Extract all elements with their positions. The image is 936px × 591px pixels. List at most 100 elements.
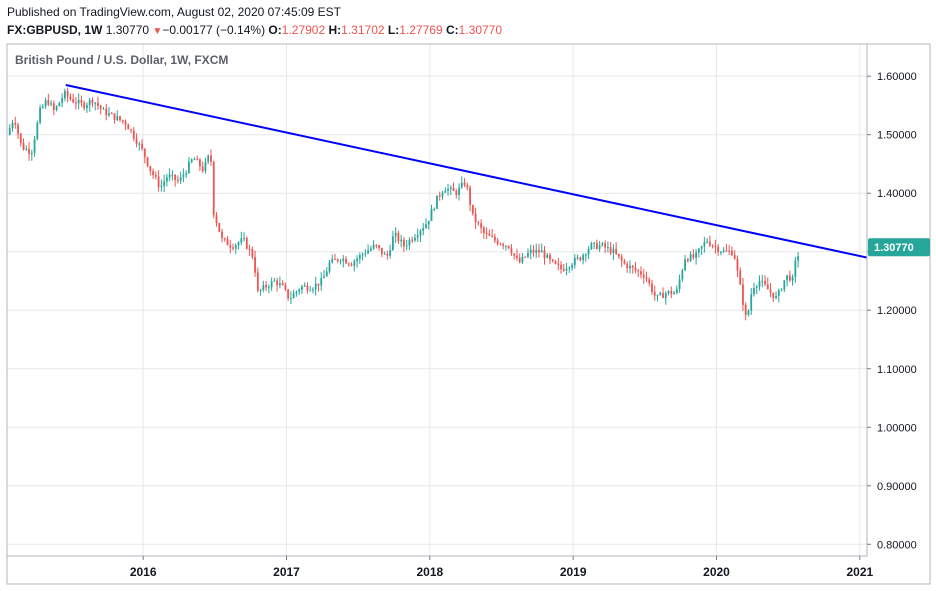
candle-body [270,281,273,288]
candle-body [708,241,711,246]
candle-body [372,244,375,249]
candle-body [243,237,245,239]
candle-body [595,242,598,249]
candle-body [697,248,700,253]
candle-body [199,159,201,167]
candle-body [86,105,88,109]
candle-body [689,254,692,261]
candle-body [248,248,251,250]
candle-body [367,250,369,254]
candle-body [232,247,234,249]
candle-body [350,264,353,266]
last-price: 1.30770 [105,23,150,37]
candle-body [369,248,372,251]
candle-body [179,177,182,181]
candle-body [39,107,41,123]
candle-body [389,250,392,256]
candle-body [573,257,576,266]
candle-body [480,223,483,228]
candle-body [411,239,414,241]
candle-body [496,240,499,244]
candle-body [469,187,471,205]
candle-body [584,254,587,256]
price-axis[interactable]: 1.600001.500001.400001.300001.200001.100… [867,71,930,551]
candle-body [375,244,378,246]
candle-body [405,245,408,247]
candle-body [397,232,400,242]
candle-body [678,279,681,290]
candle-body [185,172,188,175]
candle-body [356,258,358,262]
candle-body [113,113,116,121]
candle-body [403,239,405,247]
time-axis[interactable]: 2016 2017 2018 2019 2020 2021 [130,556,874,579]
candle-body [656,294,659,296]
candle-body [571,265,573,268]
candle-body [303,285,306,287]
candle-body [339,260,342,262]
candle-body [77,99,80,104]
candle-body [94,102,97,104]
candle-body [493,236,496,241]
candle-body [408,239,411,246]
candle-body [138,143,141,145]
candle-body [323,276,325,279]
candle-body [675,289,678,293]
candle-body [168,174,171,178]
candle-body [664,293,667,299]
y-tick-label: 1.10000 [877,364,917,376]
candle-body [309,290,312,292]
trendline-segment[interactable] [65,83,868,259]
high-value: 1.31702 [341,23,385,37]
candle-body [562,269,565,271]
candle-body [780,289,783,291]
trendline[interactable] [65,83,868,259]
candle-body [273,280,276,282]
candle-body [733,255,736,259]
candle-body [510,248,513,254]
candle-body [334,258,336,260]
candle-body [204,161,207,171]
candle-body [267,287,270,289]
candle-body [28,148,30,155]
candle-body [612,248,615,254]
x-tick-label: 2021 [846,565,873,579]
candle-body [576,257,579,259]
candle-body [703,241,706,247]
candle-body [325,271,328,277]
open-value: 1.27902 [281,23,326,37]
candle-body [788,275,791,281]
candle-body [786,275,788,281]
candle-body [546,254,549,258]
candle-body [565,268,568,271]
candle-body [535,249,538,253]
candle-body [278,283,281,286]
candle-body [256,272,259,291]
candle-body [347,263,350,265]
candle-body [110,113,113,115]
close-label: C: [445,23,459,37]
candle-body [320,278,323,286]
candle-body [240,238,243,243]
candle-body [631,265,634,268]
candle-body [254,257,256,273]
candle-body [755,286,758,289]
candle-body [171,174,174,176]
candle-body [11,122,14,129]
candle-body [791,276,794,281]
candle-body [207,155,210,162]
candle-body [739,270,742,285]
candle-body [364,253,367,255]
candle-body [215,214,218,224]
candle-body [761,280,764,282]
candle-body [551,259,554,262]
open-label: O: [268,23,282,37]
candle-body [667,290,670,294]
candle-body [560,264,562,270]
candle-body [190,159,193,162]
candle-body [160,185,163,187]
candle-body [245,237,248,249]
y-tick-label: 0.90000 [877,481,917,493]
candle-body [554,261,557,264]
